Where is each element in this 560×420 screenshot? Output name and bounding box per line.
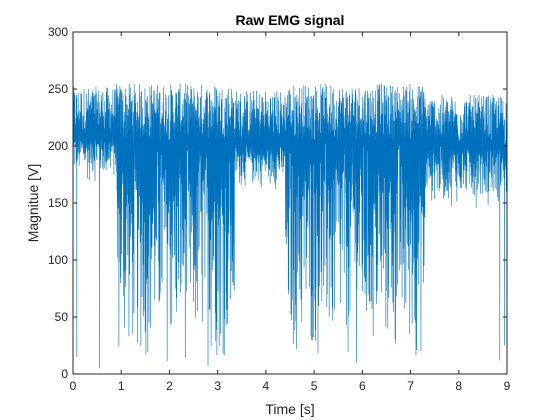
x-tick-label: 4 <box>263 379 270 393</box>
x-tick-label: 1 <box>118 379 125 393</box>
x-tick-label: 3 <box>214 379 221 393</box>
y-tick-labels: 0 50 100 150 200 250 300 <box>48 25 68 381</box>
x-tick-label: 0 <box>70 379 77 393</box>
emg-signal-line <box>72 83 508 369</box>
y-axis-label: Magnitue [V] <box>25 164 41 243</box>
x-tick-label: 6 <box>359 379 366 393</box>
y-tick-label: 300 <box>48 25 68 39</box>
y-tick-label: 0 <box>61 367 68 381</box>
x-tick-labels: 0 1 2 3 4 5 6 7 8 9 <box>70 379 511 393</box>
y-tick-label: 250 <box>48 82 68 96</box>
signal-layer <box>72 83 508 369</box>
x-tick-label: 2 <box>166 379 173 393</box>
chart-title: Raw EMG signal <box>236 12 345 28</box>
axes-box <box>72 31 508 375</box>
y-tick-label: 150 <box>48 196 68 210</box>
x-tick-label: 9 <box>504 379 511 393</box>
x-tick-label: 8 <box>455 379 462 393</box>
y-tick-label: 50 <box>55 310 69 324</box>
x-tick-label: 7 <box>407 379 414 393</box>
x-tick-label: 5 <box>311 379 318 393</box>
x-axis-label: Time [s] <box>265 401 314 417</box>
y-tick-label: 100 <box>48 253 68 267</box>
y-tick-label: 200 <box>48 139 68 153</box>
